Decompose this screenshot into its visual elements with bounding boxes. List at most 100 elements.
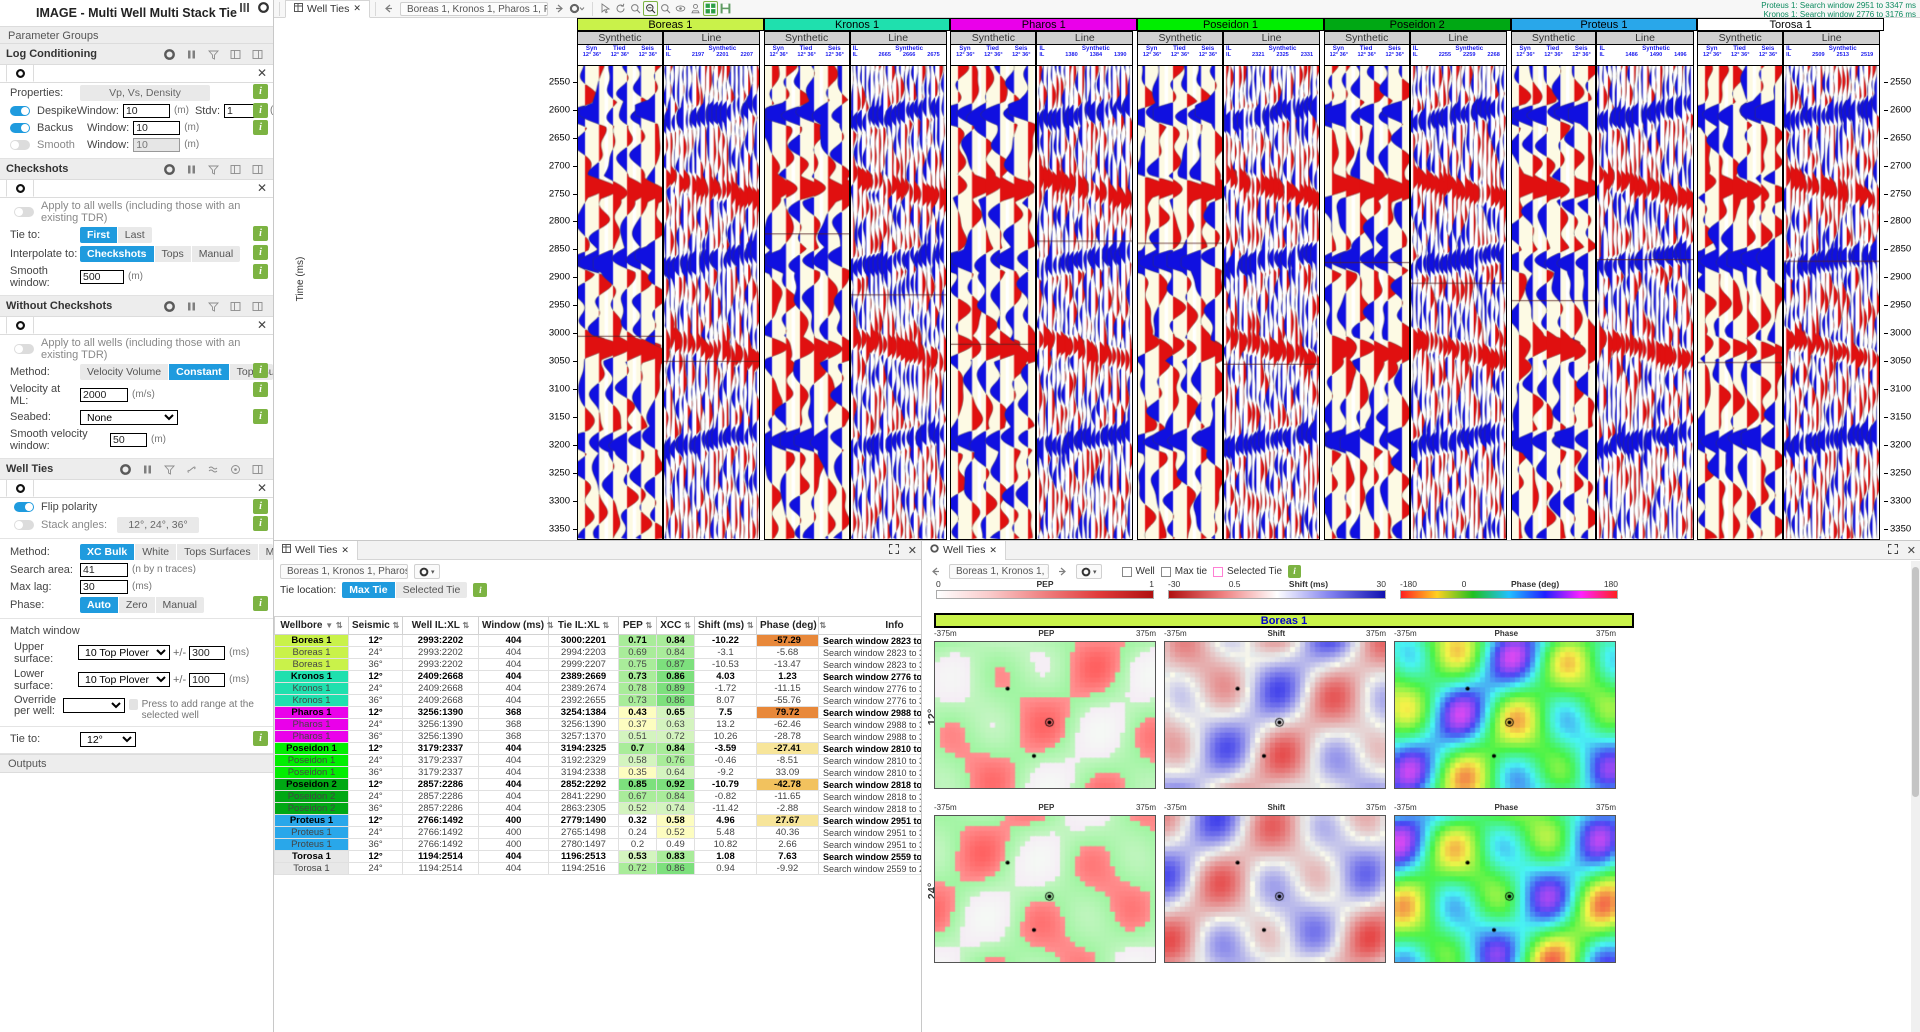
well-header[interactable]: Poseidon 1	[1137, 18, 1324, 31]
table-row[interactable]: Boreas 1 12° 2993:2202 404 3000:2201 0.71 0.84…	[274, 634, 921, 647]
gear-icon[interactable]	[164, 163, 175, 175]
pause-icon[interactable]	[186, 164, 197, 175]
despike-toggle[interactable]	[10, 105, 30, 116]
smooth-window-input[interactable]	[133, 137, 181, 152]
section-icons-without-checkshots[interactable]	[164, 300, 267, 312]
checkbox-selected-tie[interactable]: Selected Tie	[1213, 566, 1282, 577]
wt-method-segmented[interactable]: XC Bulk White Tops Surfaces Manual	[80, 543, 273, 560]
sort-icon[interactable]: ⇅	[645, 621, 653, 630]
trace-panel-synthetic[interactable]	[577, 65, 663, 540]
tie-location-option-selected-tie[interactable]: Selected Tie	[395, 582, 468, 598]
lower-surface-select[interactable]: 10 Top Plover	[78, 672, 170, 687]
sort-icon[interactable]: ⇅	[392, 621, 400, 630]
right-panel-tools[interactable]: ✕	[1887, 543, 1916, 557]
map-shift-1[interactable]	[1164, 641, 1386, 789]
next-well-button[interactable]	[1055, 564, 1070, 579]
lower-plusminus-input[interactable]	[189, 672, 226, 687]
table-header-window-ms[interactable]: Window (ms) ⇅	[478, 616, 554, 635]
interpolate-option-manual[interactable]: Manual	[191, 245, 241, 262]
table-row[interactable]: Pharos 1 24° 3256:1390 368 3256:1390 0.37 0.63…	[274, 718, 921, 731]
info-button[interactable]: i	[253, 516, 268, 531]
trace-panel-synthetic[interactable]	[1510, 65, 1597, 540]
properties-value[interactable]: Vp, Vs, Density	[80, 84, 210, 101]
smooth-toggle[interactable]	[10, 139, 30, 150]
well-header[interactable]: Kronos 1	[763, 18, 951, 31]
table-row[interactable]: Kronos 1 24° 2409:2668 404 2389:2674 0.78 0.89…	[274, 682, 921, 695]
info-button[interactable]: i	[253, 731, 268, 746]
table-header-info[interactable]: Info	[818, 616, 921, 635]
map-phase-2[interactable]	[1394, 815, 1616, 963]
section-header-outputs[interactable]: Outputs	[0, 754, 273, 773]
table-row[interactable]: Kronos 1 36° 2409:2668 404 2392:2655 0.73 0.86…	[274, 694, 921, 707]
table-header-phase-deg[interactable]: Phase (deg) ⇅	[756, 616, 826, 635]
info-button[interactable]: i	[1288, 565, 1302, 578]
table-row[interactable]: Proteus 1 24° 2766:1492 400 2765:1498 0.24 0.5…	[274, 826, 921, 839]
columns2-icon[interactable]	[252, 49, 263, 60]
filter-icon[interactable]	[164, 464, 175, 475]
trace-panel-synthetic[interactable]	[1323, 65, 1410, 540]
section-header-checkshots[interactable]: Checkshots	[0, 159, 273, 180]
close-icon[interactable]: ✕	[341, 544, 349, 555]
tab-gear[interactable]	[6, 179, 34, 197]
prev-well-button[interactable]	[381, 1, 396, 16]
override-add-button[interactable]	[129, 698, 138, 710]
flip-polarity-toggle[interactable]	[14, 501, 34, 512]
well-ties-table[interactable]: Wellbore ▼ ⇅ Seismic ⇅ Well IL:XL ⇅ Window …	[274, 616, 921, 875]
sort-icon[interactable]: ⇅	[546, 621, 554, 630]
info-button[interactable]: i	[253, 103, 268, 118]
target-icon[interactable]	[230, 464, 241, 475]
table-row[interactable]: Torosa 1 12° 1194:2514 404 1196:2513 0.53 0.83…	[274, 850, 921, 863]
right-well-selector[interactable]: Boreas 1, Kronos 1, Ph...	[949, 564, 1049, 579]
gear-icon[interactable]	[164, 48, 175, 60]
upper-surface-select[interactable]: 10 Top Plover	[78, 645, 170, 660]
table-row[interactable]: Boreas 1 36° 2993:2202 404 2999:2207 0.75 0.87…	[274, 658, 921, 671]
table-row[interactable]: Poseidon 1 36° 3179:2337 404 3194:2338 0.35 0.…	[274, 766, 921, 779]
tie-to-segmented[interactable]: First Last	[80, 226, 152, 243]
close-icon[interactable]: ✕	[907, 544, 917, 557]
map-pep-2[interactable]	[934, 815, 1156, 963]
method-segmented[interactable]: Velocity Volume Constant Tops Surfaces	[80, 363, 273, 380]
info-button[interactable]: i	[253, 499, 268, 514]
zoom-select-icon[interactable]	[642, 1, 658, 16]
map-shift-2[interactable]	[1164, 815, 1386, 963]
wt-method-option-white[interactable]: White	[135, 543, 178, 560]
close-icon[interactable]: ✕	[256, 318, 267, 332]
map-pep-1[interactable]	[934, 641, 1156, 789]
log-conditioning-tabstrip[interactable]: ✕	[0, 64, 273, 83]
sort-icon[interactable]: ⇅	[335, 621, 343, 630]
table-header-well-il-xl[interactable]: Well IL:XL ⇅	[402, 616, 479, 635]
info-button[interactable]: i	[253, 226, 268, 241]
table-row[interactable]: Proteus 1 12° 2766:1492 400 2779:1490 0.32 0.5…	[274, 814, 921, 827]
wt-method-option-xc-bulk[interactable]: XC Bulk	[80, 543, 136, 560]
close-icon[interactable]: ✕	[256, 66, 267, 80]
filter-icon[interactable]	[208, 301, 219, 312]
info-button[interactable]: i	[473, 583, 488, 597]
checkbox-well[interactable]: Well	[1121, 566, 1155, 577]
stack-angles-value[interactable]: 12°, 24°, 36°	[117, 516, 199, 533]
gear-icon[interactable]	[164, 300, 175, 312]
close-icon[interactable]: ✕	[256, 481, 267, 495]
well-header[interactable]: Pharos 1	[950, 18, 1138, 31]
right-panel-tab[interactable]: Well Ties ✕	[922, 541, 1006, 560]
trace-panel-line[interactable]	[849, 65, 947, 540]
table-row[interactable]: Kronos 1 12° 2409:2668 404 2389:2669 0.73 0.86…	[274, 670, 921, 683]
table-header-row[interactable]: Wellbore ▼ ⇅ Seismic ⇅ Well IL:XL ⇅ Window …	[274, 616, 921, 635]
sort-icon[interactable]: ⇅	[602, 621, 610, 630]
wave-icon[interactable]	[208, 464, 219, 475]
refresh-icon[interactable]	[613, 1, 628, 16]
gear-icon[interactable]	[120, 463, 131, 475]
bottom-settings-button[interactable]: ▾	[414, 564, 440, 579]
close-icon[interactable]: ✕	[256, 181, 267, 195]
trace-panel-synthetic[interactable]	[950, 65, 1037, 540]
checkbox-max-tie[interactable]: Max tie	[1160, 566, 1207, 577]
table-header-shift-ms[interactable]: Shift (ms) ⇅	[694, 616, 757, 635]
stack-angles-toggle[interactable]	[14, 519, 34, 530]
layout-grid-icon[interactable]	[702, 1, 718, 16]
close-icon[interactable]: ✕	[353, 3, 361, 13]
phase-segmented[interactable]: Auto Zero Manual	[80, 596, 204, 613]
sidebar-titlebar-icons[interactable]	[239, 2, 269, 16]
seabed-select[interactable]: None	[80, 409, 178, 425]
settings-dropdown-button[interactable]	[567, 1, 587, 16]
table-row[interactable]: Proteus 1 36° 2766:1492 400 2780:1497 0.2 0.49…	[274, 838, 921, 851]
search-area-input[interactable]	[80, 562, 128, 577]
